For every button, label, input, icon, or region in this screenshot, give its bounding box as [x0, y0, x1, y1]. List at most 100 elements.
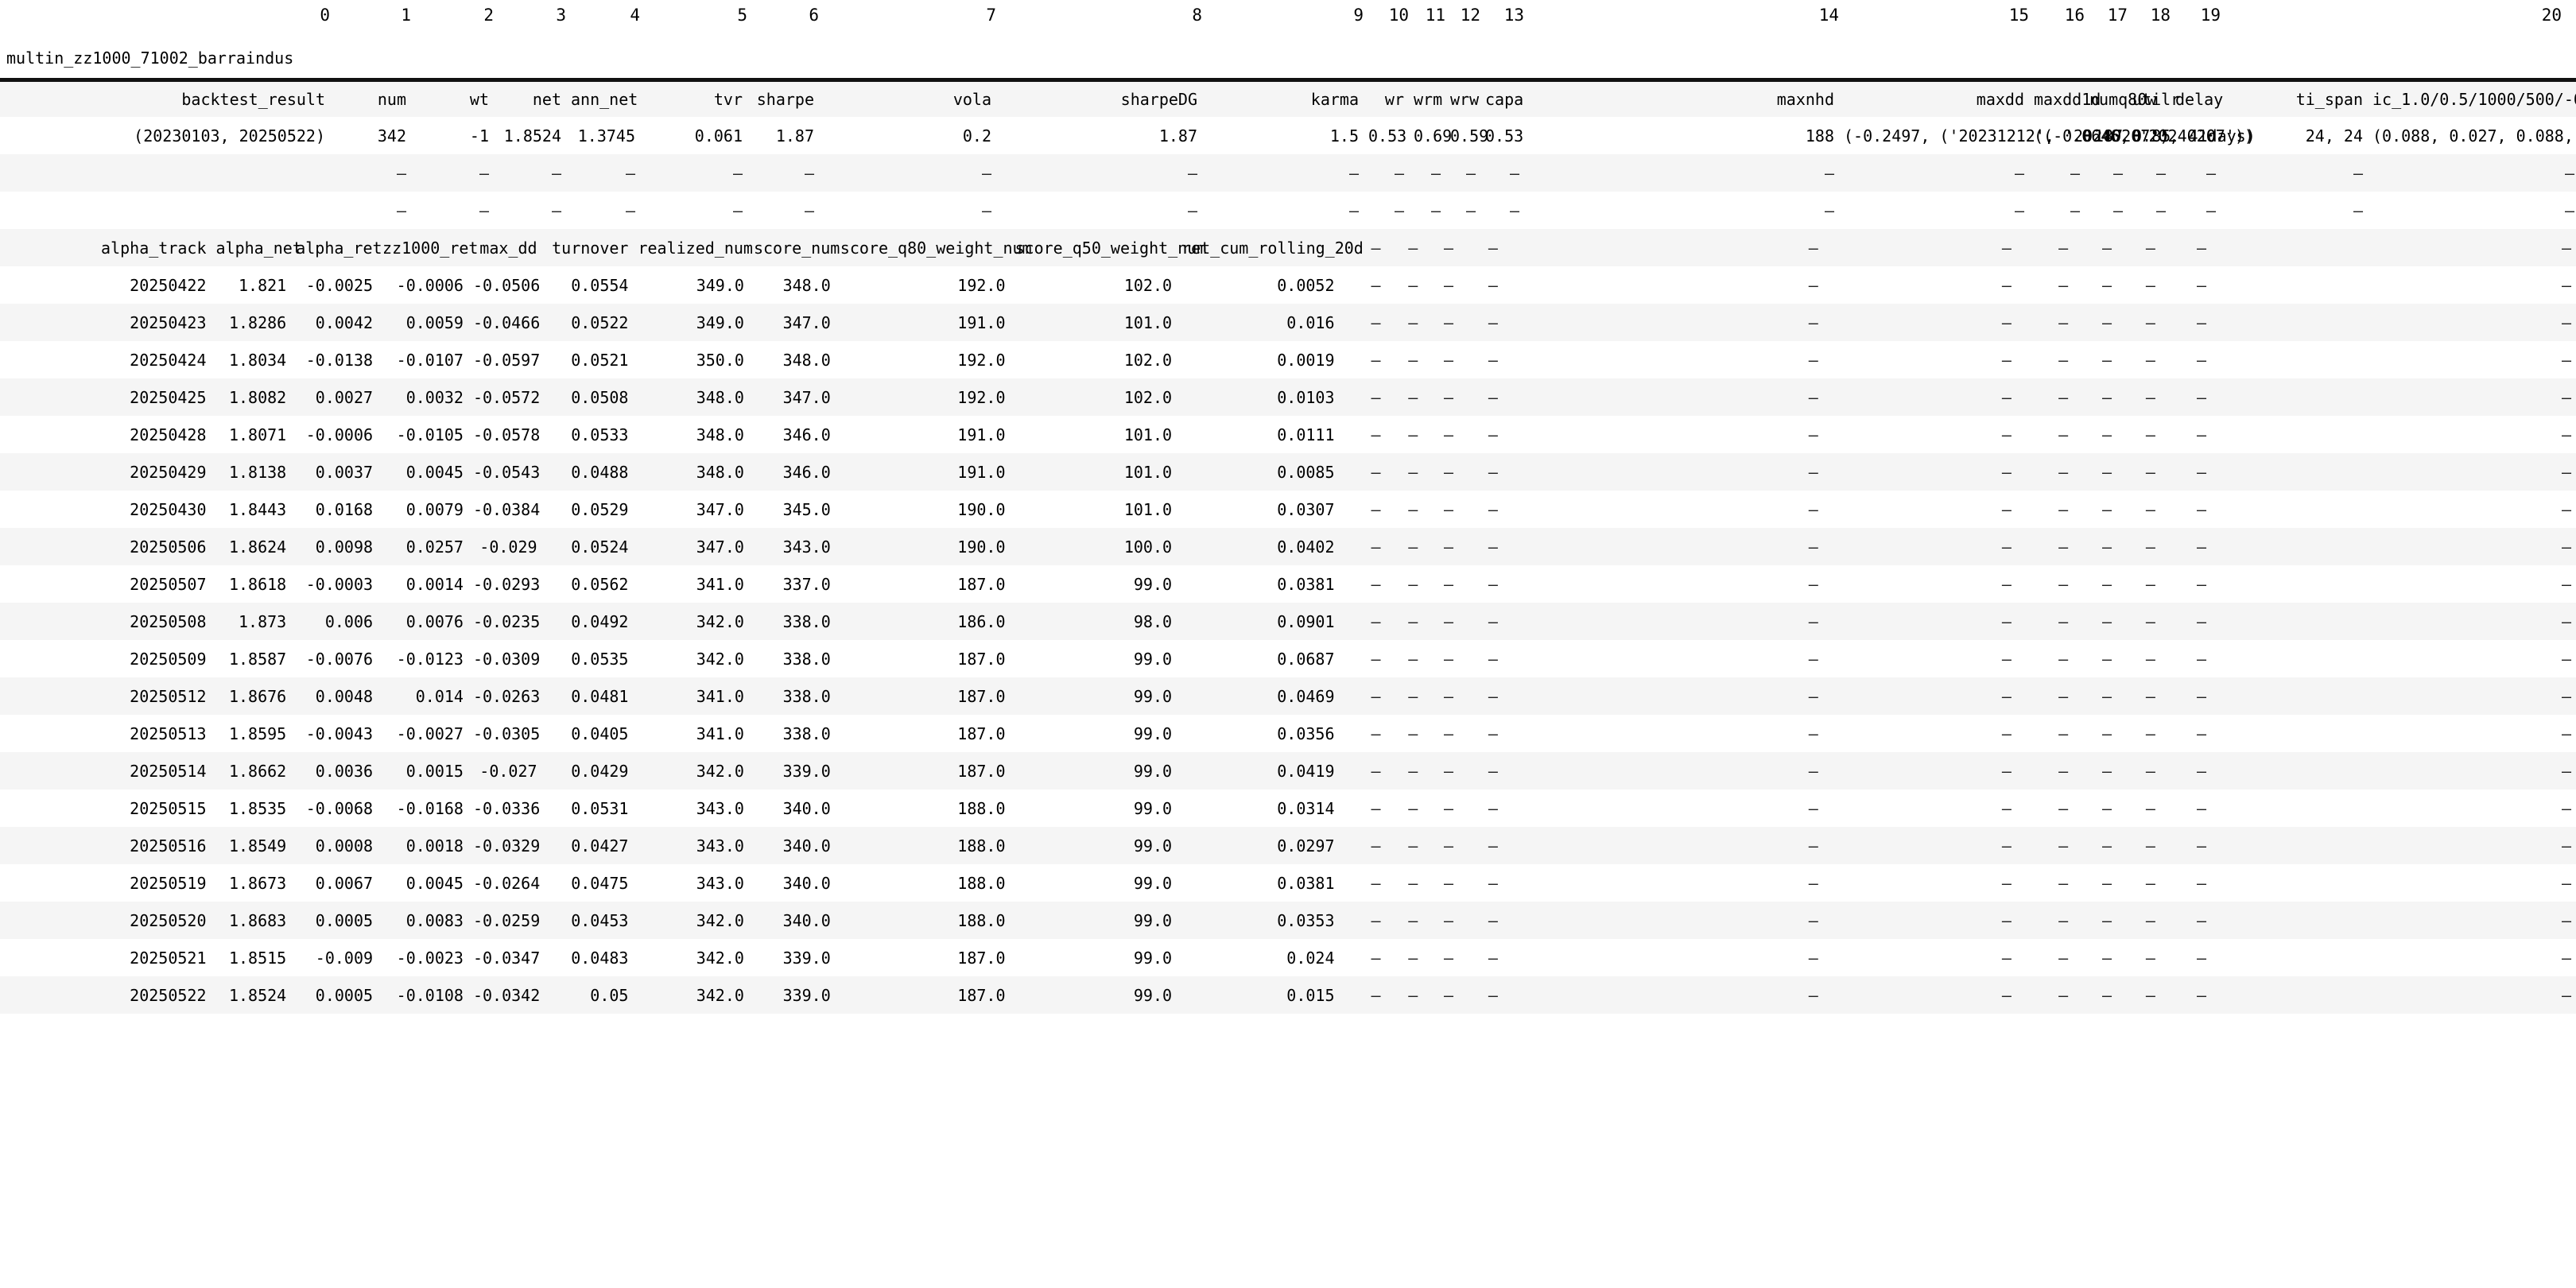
cell-score-num: 338.0 [782, 686, 831, 706]
row-trailing-dash-6: — [2058, 873, 2069, 893]
row-trailing-dash-4: — [1808, 611, 1818, 631]
cell-sharpedg: 1.87 [1158, 126, 1197, 145]
row-trailing-dash-0: — [1371, 350, 1381, 370]
cell-score-num: 339.0 [782, 761, 831, 781]
cell-score-q80-weight-num: 187.0 [957, 574, 1006, 594]
cell-alpha-ret: 0.0048 [315, 686, 374, 706]
row-trailing-dash-9: — [2196, 948, 2207, 968]
cell-capa: — [1509, 200, 1519, 220]
outer-col-header-sharpedg: sharpeDG [996, 81, 1202, 117]
cell-score-q50-weight-num: 99.0 [1133, 910, 1173, 930]
cell-alpha-net: 1.873 [238, 611, 287, 631]
row-trailing-dash-8: — [2145, 537, 2155, 557]
row-trailing-dash-9: — [2196, 312, 2207, 332]
outer-col-header-utilr: utilr [2128, 81, 2180, 117]
outer-col-header-maxnhd: maxnhd [1524, 81, 1839, 117]
cell-karma: — [1348, 163, 1359, 183]
row-trailing-dash-5: — [2001, 910, 2012, 930]
outer-col-header-maxdd: maxdd [1839, 81, 2029, 117]
nested-header-dash-0: — [1339, 229, 1386, 266]
row-trailing-dash-2: — [1443, 350, 1454, 370]
cell-score-q50-weight-num: 99.0 [1133, 985, 1173, 1005]
cell-wrw: — [1465, 163, 1476, 183]
nested-header-dash-10 [2211, 229, 2361, 266]
nested-header-dash-3: — [1458, 229, 1503, 266]
row-trailing-dash-9: — [2196, 425, 2207, 444]
cell-alpha-track: 20250422 [130, 275, 207, 295]
table-row: 20250422 1.821 -0.0025 -0.0006 -0.0506 0.0554… [0, 266, 2576, 304]
cell-zz1000-ret: -0.0108 [396, 985, 464, 1005]
nested-col-header-alpha-track: alpha_track [0, 229, 211, 266]
row-trailing-dash-10 [2211, 528, 2361, 565]
cell-zz1000-ret: -0.0107 [396, 350, 464, 370]
row-trailing-dash-6: — [2058, 798, 2069, 818]
row-trailing-dash-1: — [1408, 798, 1418, 818]
row-trailing-dash-2: — [1443, 425, 1454, 444]
table-row: 20250520 1.8683 0.0005 0.0083 -0.0259 0.0453 3… [0, 902, 2576, 939]
column-number-11: 11 [1425, 6, 1445, 25]
cell-realized-num: 342.0 [696, 611, 744, 631]
row-trailing-dash-8: — [2145, 724, 2155, 743]
cell-zz1000-ret: 0.0045 [405, 462, 464, 482]
column-number-9: 9 [1353, 6, 1364, 25]
cell-alpha-ret: 0.0037 [315, 462, 374, 482]
cell-realized-num: 342.0 [696, 948, 744, 968]
row-trailing-dash-11: — [2561, 275, 2571, 295]
cell-alpha-track: 20250425 [130, 387, 207, 407]
cell-alpha-ret: 0.006 [324, 611, 374, 631]
cell-max-dd: -0.0342 [472, 985, 541, 1005]
row-trailing-dash-0: — [1371, 312, 1381, 332]
backtest-result-table: backtest_result num wt net ann_net tvr sharpe v… [0, 78, 2576, 229]
cell-realized-num: 342.0 [696, 910, 744, 930]
row-trailing-dash-4: — [1808, 275, 1818, 295]
row-trailing-dash-3: — [1488, 499, 1498, 519]
cell-alpha-ret: -0.0076 [305, 649, 374, 669]
cell-score-q80-weight-num: 190.0 [957, 537, 1006, 557]
row-trailing-dash-3: — [1488, 761, 1498, 781]
row-trailing-dash-2: — [1443, 798, 1454, 818]
table-row: 20250506 1.8624 0.0098 0.0257 -0.029 0.0524 34… [0, 528, 2576, 565]
cell-score-num: 343.0 [782, 537, 831, 557]
cell-score-q80-weight-num: 187.0 [957, 985, 1006, 1005]
row-trailing-dash-1: — [1408, 910, 1418, 930]
cell-realized-num: 348.0 [696, 462, 744, 482]
cell-ret-cum-rolling-20d: 0.0381 [1277, 873, 1335, 893]
cell-tvr: — [732, 200, 743, 220]
cell-sharpedg: — [1187, 163, 1197, 183]
cell-score-q50-weight-num: 99.0 [1133, 948, 1173, 968]
row-trailing-dash-5: — [2001, 462, 2012, 482]
row-trailing-dash-0: — [1371, 537, 1381, 557]
cell-maxnhd: — [1824, 200, 1834, 220]
cell-zz1000-ret: 0.0257 [405, 537, 464, 557]
row-trailing-dash-4: — [1808, 798, 1818, 818]
row-trailing-dash-10 [2211, 266, 2361, 304]
row-trailing-dash-11: — [2561, 462, 2571, 482]
row-trailing-dash-7: — [2101, 985, 2112, 1005]
cell-num: 342 [377, 126, 406, 145]
row-trailing-dash-6: — [2058, 686, 2069, 706]
row-trailing-dash-8: — [2145, 649, 2155, 669]
cell-score-q50-weight-num: 102.0 [1123, 350, 1173, 370]
cell-karma: 1.5 [1329, 126, 1359, 145]
row-trailing-dash-4: — [1808, 724, 1818, 743]
row-trailing-dash-3: — [1488, 312, 1498, 332]
cell-max-dd: -0.0506 [472, 275, 541, 295]
row-trailing-dash-3: — [1488, 275, 1498, 295]
row-trailing-dash-3: — [1488, 574, 1498, 594]
cell-alpha-track: 20250428 [130, 425, 207, 444]
cell-ret-cum-rolling-20d: 0.0085 [1277, 462, 1335, 482]
column-number-1: 1 [401, 6, 411, 25]
row-trailing-dash-9: — [2196, 798, 2207, 818]
row-trailing-dash-5: — [2001, 611, 2012, 631]
row-trailing-dash-1: — [1408, 350, 1418, 370]
outer-col-header-wrw: wrw [1445, 81, 1480, 117]
cell-ret-cum-rolling-20d: 0.0402 [1277, 537, 1335, 557]
row-trailing-dash-3: — [1488, 724, 1498, 743]
cell-wrw: — [1465, 200, 1476, 220]
row-trailing-dash-11: — [2561, 836, 2571, 855]
table-row: 20250428 1.8071 -0.0006 -0.0105 -0.0578 0.053… [0, 416, 2576, 453]
row-trailing-dash-1: — [1408, 948, 1418, 968]
row-trailing-dash-6: — [2058, 910, 2069, 930]
cell-alpha-track: 20250424 [130, 350, 207, 370]
cell-ret-cum-rolling-20d: 0.015 [1286, 985, 1335, 1005]
